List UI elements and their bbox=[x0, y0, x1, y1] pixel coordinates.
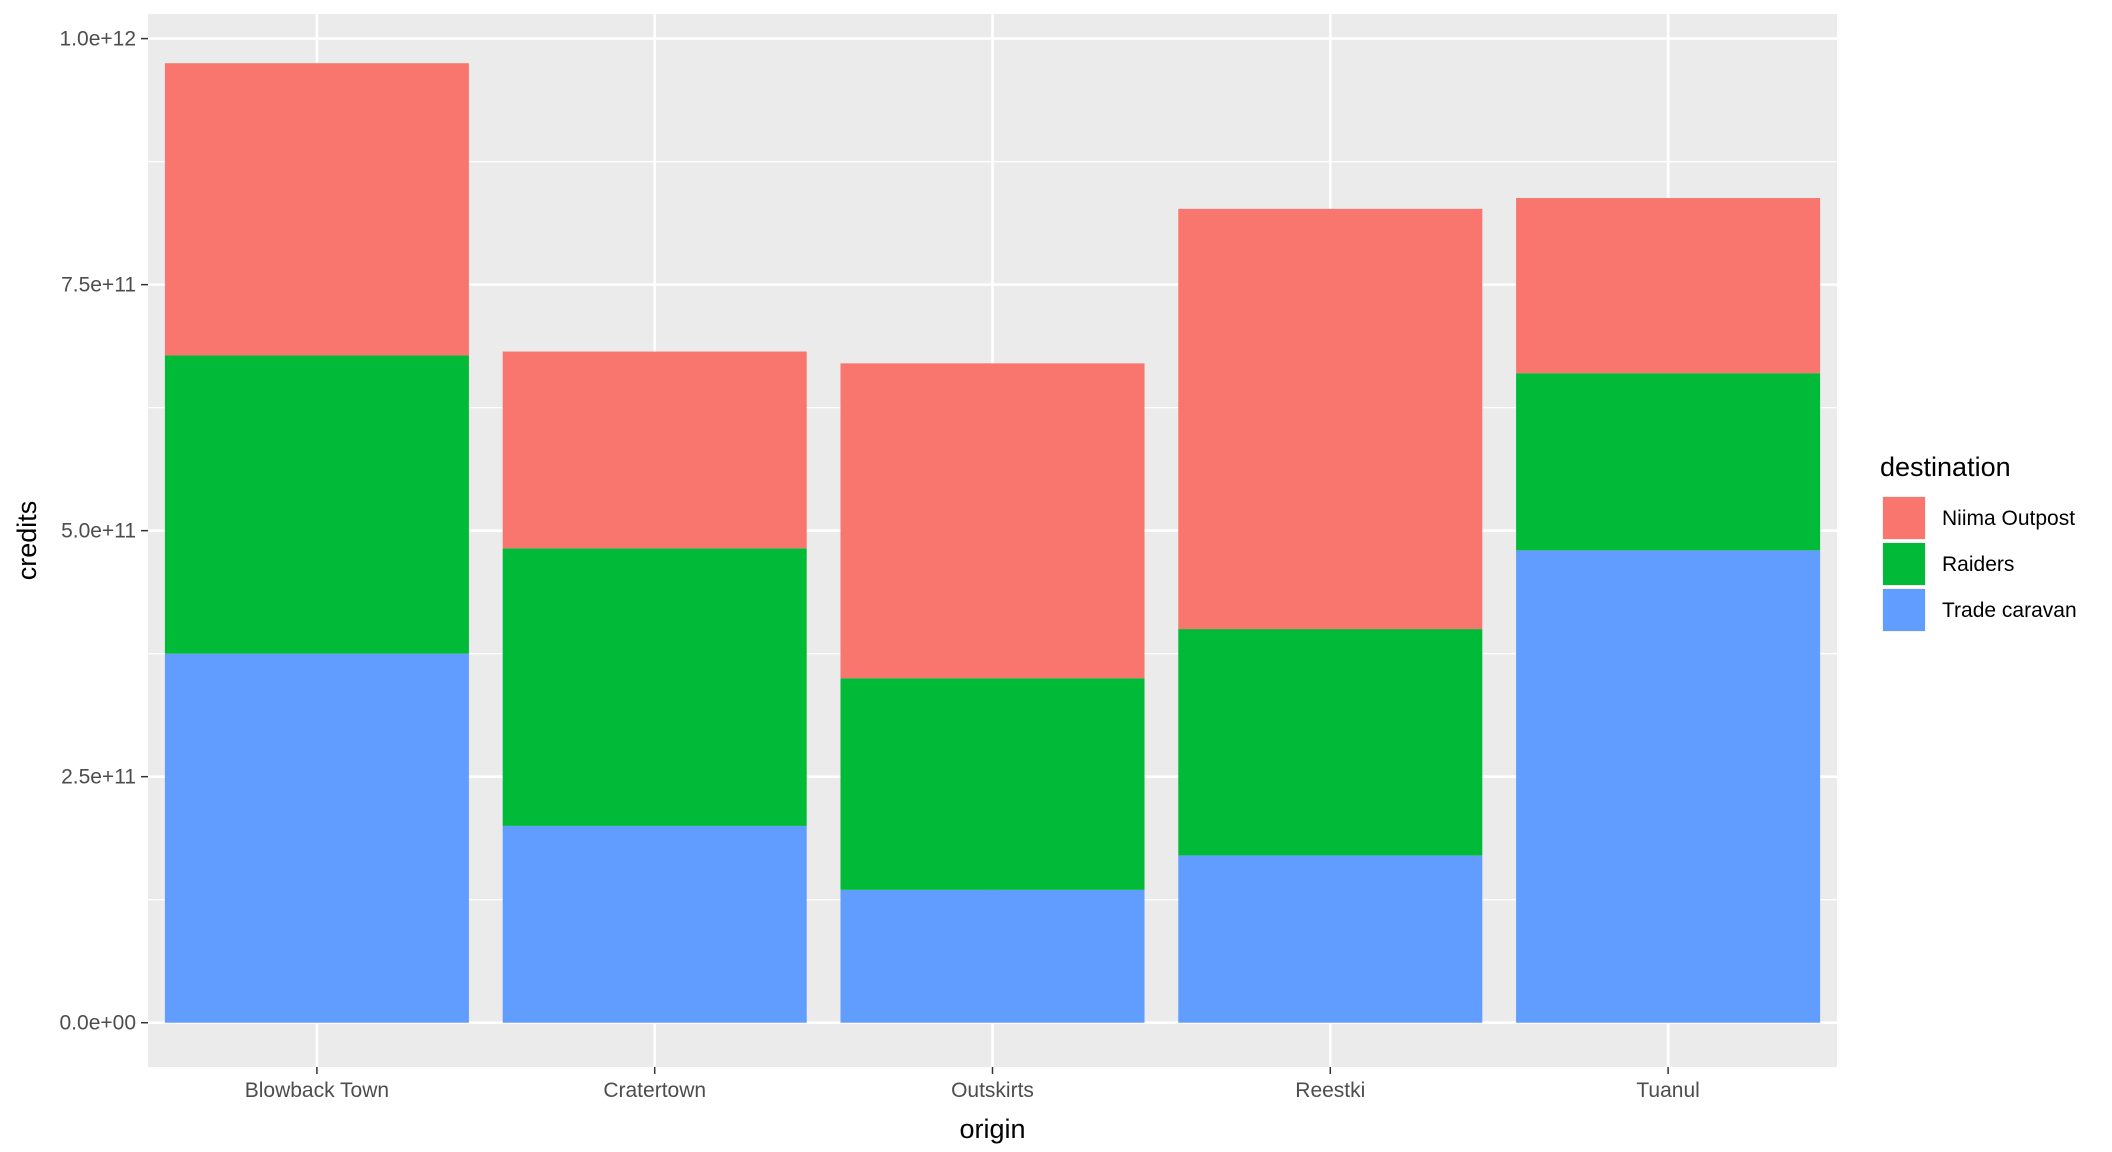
bar-segment bbox=[502, 351, 807, 549]
y-tick-label: 7.5e+11 bbox=[61, 274, 136, 297]
bar-segment bbox=[1178, 629, 1483, 856]
y-tick-label: 5.0e+11 bbox=[61, 520, 136, 543]
legend-title: destination bbox=[1880, 452, 2011, 482]
bar-segment bbox=[840, 889, 1145, 1023]
legend-swatch bbox=[1883, 543, 1925, 585]
bars bbox=[164, 63, 1821, 1023]
bar-segment bbox=[502, 548, 807, 826]
axes: 0.0e+00 2.5e+11 5.0e+11 7.5e+11 1.0e+12 Blowb… bbox=[60, 28, 1700, 1102]
y-tick-label: 0.0e+00 bbox=[60, 1012, 137, 1035]
x-tick-label: Outskirts bbox=[951, 1079, 1034, 1102]
bar-segment bbox=[164, 355, 469, 654]
y-tick-label: 2.5e+11 bbox=[61, 766, 136, 789]
x-tick-label: Cratertown bbox=[603, 1079, 706, 1102]
legend-label: Trade caravan bbox=[1942, 599, 2077, 622]
bar-segment bbox=[164, 653, 469, 1023]
bar-segment bbox=[1178, 855, 1483, 1023]
bar-segment bbox=[840, 363, 1145, 679]
legend-label: Raiders bbox=[1942, 553, 2014, 576]
bar-segment bbox=[1516, 373, 1821, 551]
legend-label: Niima Outpost bbox=[1942, 507, 2075, 530]
bar-segment bbox=[1178, 208, 1483, 630]
bar-segment bbox=[164, 63, 469, 356]
legend-swatch bbox=[1883, 497, 1925, 539]
x-tick-label: Tuanul bbox=[1636, 1079, 1699, 1102]
x-tick-label: Blowback Town bbox=[245, 1079, 389, 1102]
x-axis-title: origin bbox=[959, 1114, 1025, 1144]
legend-swatch bbox=[1883, 589, 1925, 631]
y-axis-title: credits bbox=[12, 501, 42, 581]
legend: destination Niima Outpost Raiders Trade ca… bbox=[1880, 452, 2077, 632]
y-tick-label: 1.0e+12 bbox=[60, 28, 137, 51]
bar-segment bbox=[1516, 198, 1821, 374]
bar-segment bbox=[502, 825, 807, 1023]
bar-segment bbox=[1516, 550, 1821, 1023]
x-tick-label: Reestki bbox=[1295, 1079, 1365, 1102]
bar-segment bbox=[840, 678, 1145, 890]
